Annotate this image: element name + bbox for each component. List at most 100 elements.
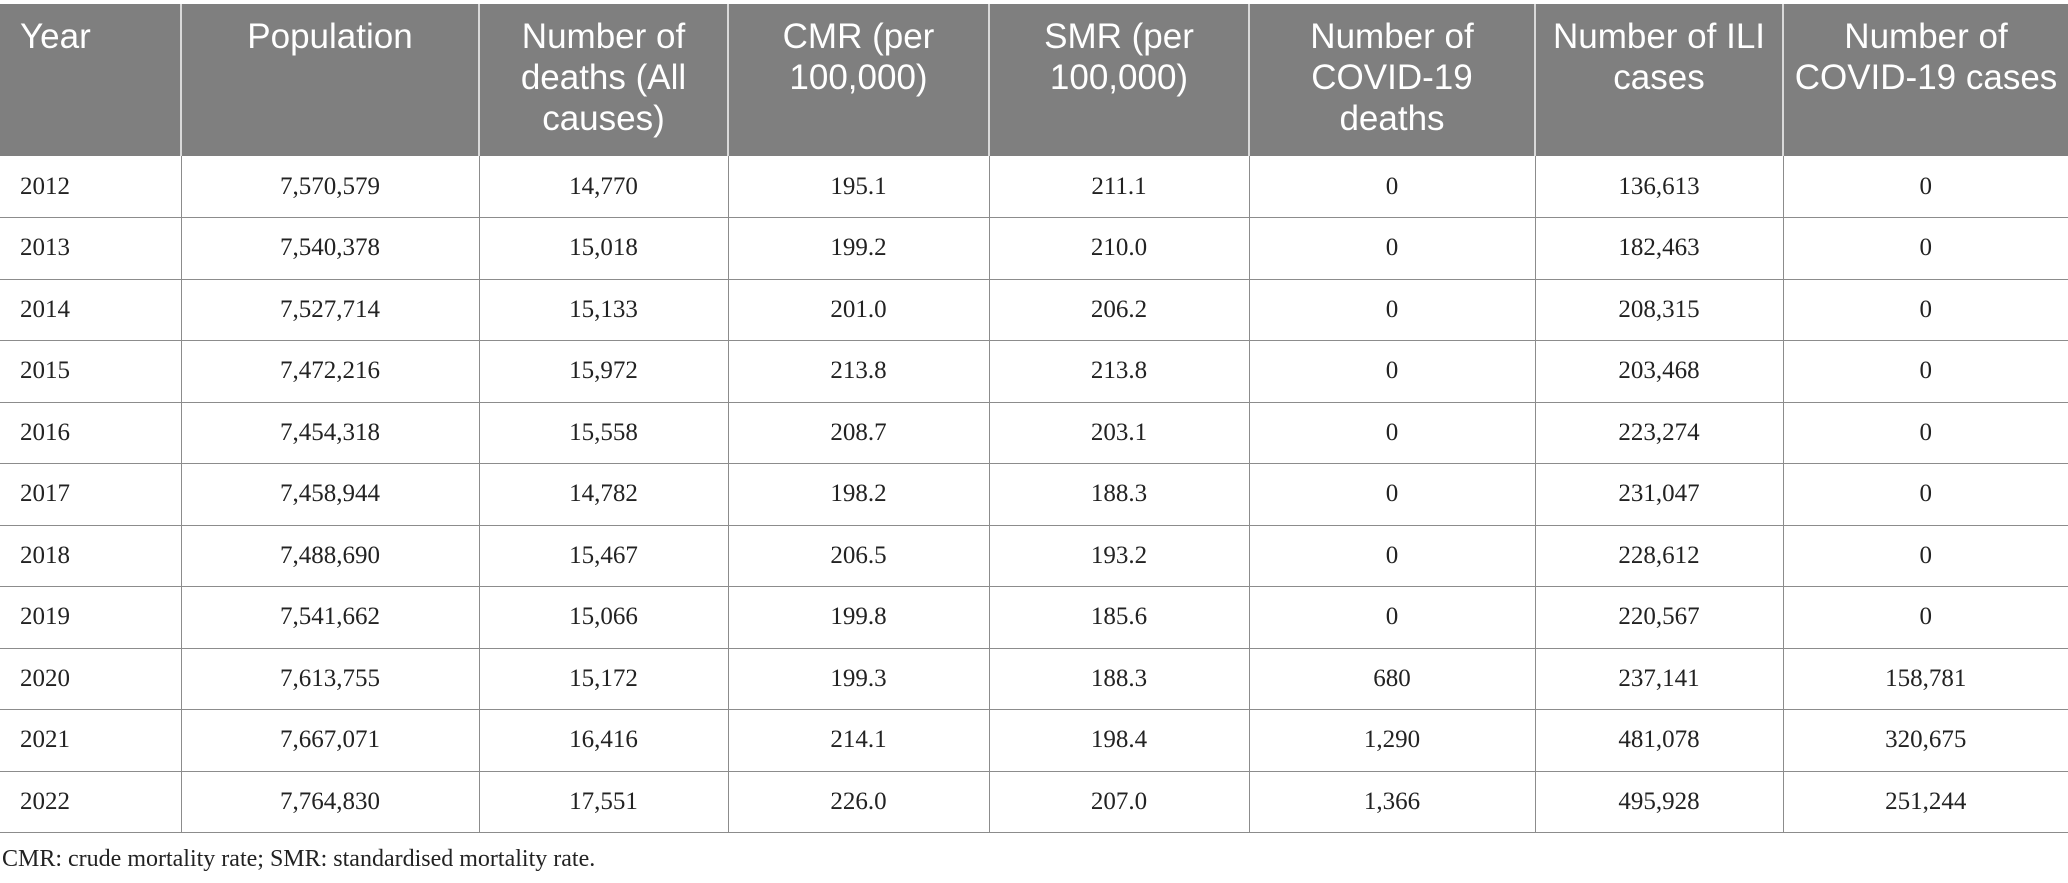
cell-covid-cases: 0 (1783, 586, 2068, 649)
header-covid-cases: Number of COVID-19 cases (1783, 4, 2068, 156)
table-row: 2018 7,488,690 15,467 206.5 193.2 0 228,612 0 (0, 525, 2068, 587)
cell-population: 7,764,830 (181, 771, 480, 833)
cell-ili-cases: 220,567 (1535, 586, 1784, 649)
table-row: 2016 7,454,318 15,558 208.7 203.1 0 223,274 0 (0, 402, 2068, 464)
cell-covid-deaths: 0 (1249, 217, 1536, 280)
cell-smr: 188.3 (989, 463, 1250, 526)
table-row: 2022 7,764,830 17,551 226.0 207.0 1,366 495,92… (0, 771, 2068, 833)
cell-deaths-all-causes: 15,467 (479, 525, 729, 587)
cell-covid-deaths: 0 (1249, 340, 1536, 403)
header-ili-cases: Number of ILI cases (1535, 4, 1784, 156)
cell-smr: 185.6 (989, 586, 1250, 649)
cell-covid-cases: 0 (1783, 402, 2068, 464)
cell-year: 2016 (0, 402, 182, 464)
cell-covid-cases: 0 (1783, 525, 2068, 587)
cell-population: 7,540,378 (181, 217, 480, 280)
cell-ili-cases: 231,047 (1535, 463, 1784, 526)
cell-ili-cases: 228,612 (1535, 525, 1784, 587)
cell-ili-cases: 208,315 (1535, 279, 1784, 341)
cell-smr: 213.8 (989, 340, 1250, 403)
cell-ili-cases: 136,613 (1535, 156, 1784, 218)
cell-covid-cases: 0 (1783, 156, 2068, 218)
mortality-table-container: Year Population Number of deaths (All ca… (0, 4, 2068, 833)
cell-covid-cases: 0 (1783, 463, 2068, 526)
table-row: 2021 7,667,071 16,416 214.1 198.4 1,290 481,07… (0, 709, 2068, 772)
cell-population: 7,458,944 (181, 463, 480, 526)
cell-cmr: 199.2 (728, 217, 990, 280)
cell-smr: 198.4 (989, 709, 1250, 772)
cell-ili-cases: 203,468 (1535, 340, 1784, 403)
cell-cmr: 199.8 (728, 586, 990, 649)
cell-deaths-all-causes: 15,558 (479, 402, 729, 464)
cell-covid-deaths: 0 (1249, 279, 1536, 341)
cell-deaths-all-causes: 15,972 (479, 340, 729, 403)
cell-deaths-all-causes: 15,172 (479, 648, 729, 710)
header-covid-deaths: Number of COVID-19 deaths (1249, 4, 1536, 156)
cell-population: 7,488,690 (181, 525, 480, 587)
table-row: 2014 7,527,714 15,133 201.0 206.2 0 208,315 0 (0, 279, 2068, 341)
cell-population: 7,472,216 (181, 340, 480, 403)
cell-population: 7,667,071 (181, 709, 480, 772)
cell-covid-cases: 320,675 (1783, 709, 2068, 772)
cell-deaths-all-causes: 17,551 (479, 771, 729, 833)
table-header: Year Population Number of deaths (All ca… (0, 4, 2068, 156)
table-row: 2013 7,540,378 15,018 199.2 210.0 0 182,463 0 (0, 217, 2068, 280)
cell-smr: 188.3 (989, 648, 1250, 710)
mortality-table: Year Population Number of deaths (All ca… (0, 4, 2068, 833)
cell-deaths-all-causes: 14,782 (479, 463, 729, 526)
cell-population: 7,570,579 (181, 156, 480, 218)
cell-cmr: 213.8 (728, 340, 990, 403)
cell-year: 2013 (0, 217, 182, 280)
header-population: Population (181, 4, 480, 156)
cell-covid-cases: 0 (1783, 340, 2068, 403)
cell-cmr: 199.3 (728, 648, 990, 710)
cell-cmr: 201.0 (728, 279, 990, 341)
cell-covid-deaths: 0 (1249, 156, 1536, 218)
header-smr: SMR (per 100,000) (989, 4, 1250, 156)
cell-year: 2017 (0, 463, 182, 526)
cell-cmr: 195.1 (728, 156, 990, 218)
table-row: 2019 7,541,662 15,066 199.8 185.6 0 220,567 0 (0, 586, 2068, 649)
cell-year: 2018 (0, 525, 182, 587)
table-row: 2020 7,613,755 15,172 199.3 188.3 680 237,141 1… (0, 648, 2068, 710)
cell-covid-cases: 158,781 (1783, 648, 2068, 710)
cell-ili-cases: 481,078 (1535, 709, 1784, 772)
cell-ili-cases: 495,928 (1535, 771, 1784, 833)
cell-covid-deaths: 0 (1249, 402, 1536, 464)
cell-covid-deaths: 1,290 (1249, 709, 1536, 772)
cell-year: 2019 (0, 586, 182, 649)
cell-population: 7,527,714 (181, 279, 480, 341)
cell-population: 7,541,662 (181, 586, 480, 649)
cell-covid-cases: 251,244 (1783, 771, 2068, 833)
table-footnote: CMR: crude mortality rate; SMR: standard… (2, 846, 596, 872)
cell-covid-cases: 0 (1783, 279, 2068, 341)
cell-covid-cases: 0 (1783, 217, 2068, 280)
cell-smr: 207.0 (989, 771, 1250, 833)
cell-deaths-all-causes: 14,770 (479, 156, 729, 218)
cell-deaths-all-causes: 15,133 (479, 279, 729, 341)
table-row: 2017 7,458,944 14,782 198.2 188.3 0 231,047 0 (0, 463, 2068, 526)
cell-ili-cases: 237,141 (1535, 648, 1784, 710)
cell-year: 2012 (0, 156, 182, 218)
cell-cmr: 208.7 (728, 402, 990, 464)
header-row: Year Population Number of deaths (All ca… (0, 4, 2068, 156)
cell-smr: 210.0 (989, 217, 1250, 280)
cell-ili-cases: 182,463 (1535, 217, 1784, 280)
header-cmr: CMR (per 100,000) (728, 4, 990, 156)
cell-smr: 206.2 (989, 279, 1250, 341)
cell-smr: 211.1 (989, 156, 1250, 218)
cell-deaths-all-causes: 15,066 (479, 586, 729, 649)
cell-year: 2015 (0, 340, 182, 403)
cell-year: 2020 (0, 648, 182, 710)
cell-year: 2022 (0, 771, 182, 833)
cell-ili-cases: 223,274 (1535, 402, 1784, 464)
cell-covid-deaths: 0 (1249, 525, 1536, 587)
cell-population: 7,454,318 (181, 402, 480, 464)
cell-covid-deaths: 1,366 (1249, 771, 1536, 833)
cell-cmr: 206.5 (728, 525, 990, 587)
cell-cmr: 214.1 (728, 709, 990, 772)
cell-cmr: 226.0 (728, 771, 990, 833)
cell-cmr: 198.2 (728, 463, 990, 526)
cell-population: 7,613,755 (181, 648, 480, 710)
cell-smr: 203.1 (989, 402, 1250, 464)
